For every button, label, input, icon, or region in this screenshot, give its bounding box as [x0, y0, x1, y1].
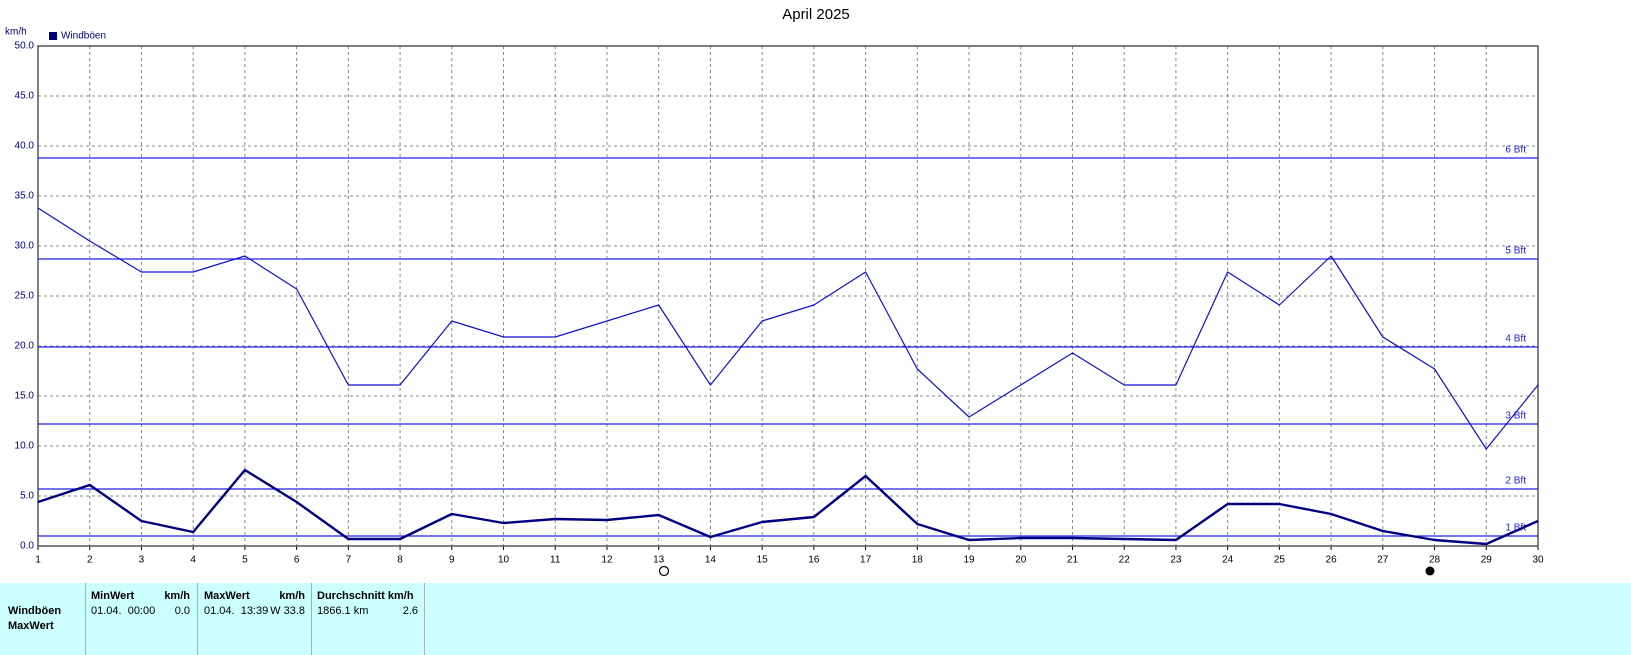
new-moon-icon [1425, 566, 1435, 576]
column-divider [311, 583, 312, 655]
x-tick-label: 30 [1532, 555, 1544, 566]
x-tick-label: 7 [346, 555, 352, 566]
x-tick-label: 3 [139, 555, 145, 566]
beaufort-label: 1 Bft [1505, 523, 1526, 534]
table-cell: 0.0 [174, 605, 190, 617]
legend-swatch [49, 32, 57, 40]
header-cell: km/h [279, 590, 305, 602]
y-tick-label: 30.0 [15, 241, 35, 252]
table-cell: 1866.1 km [317, 605, 369, 617]
summary-table: MinWert km/h MaxWert km/h Durchschnitt k… [0, 583, 1631, 655]
x-tick-label: 14 [705, 555, 717, 566]
x-tick-label: 13 [653, 555, 665, 566]
x-tick-label: 9 [449, 555, 455, 566]
chart: April 2025 km/h 0.0 5.0 10.0 15.0 20.0 25.0 30… [5, 6, 1544, 577]
table-cell: 01.04. 13:39 [204, 605, 269, 617]
x-tick-label: 15 [757, 555, 769, 566]
series-line [37, 207, 1539, 450]
x-tick-label: 5 [242, 555, 248, 566]
beaufort-label: 3 Bft [1505, 411, 1526, 422]
x-tick-label: 25 [1274, 555, 1286, 566]
x-tick-label: 12 [601, 555, 613, 566]
x-tick-label: 20 [1015, 555, 1027, 566]
x-tick-label: 28 [1429, 555, 1441, 566]
row-label: MaxWert [8, 620, 54, 632]
chart-title: April 2025 [782, 6, 850, 23]
y-tick-label: 15.0 [15, 391, 35, 402]
row-label: Windböen [8, 605, 62, 617]
header-cell: MinWert [91, 590, 135, 602]
table-cell: 2.6 [402, 605, 418, 617]
x-tick-label: 27 [1377, 555, 1389, 566]
x-tick-label: 11 [550, 555, 561, 566]
x-tick-label: 1 [35, 555, 41, 566]
plot-border [37, 45, 1539, 547]
table-cell: W 33.8 [270, 605, 305, 617]
header-cell: MaxWert [204, 590, 250, 602]
column-divider [85, 583, 86, 655]
table-cell: 01.04. 00:00 [91, 605, 156, 617]
x-tick-label: 24 [1222, 555, 1234, 566]
x-tick-label: 29 [1481, 555, 1493, 566]
x-tick-label: 2 [87, 555, 93, 566]
x-tick-label: 10 [498, 555, 510, 566]
beaufort-label: 2 Bft [1505, 476, 1526, 487]
beaufort-label: 4 Bft [1505, 334, 1526, 345]
y-tick-label: 20.0 [15, 341, 35, 352]
x-tick-label: 19 [963, 555, 975, 566]
x-tick-label: 6 [294, 555, 300, 566]
y-tick-label: 50.0 [15, 41, 35, 52]
x-tick-label: 22 [1119, 555, 1131, 566]
x-tick-label: 18 [912, 555, 924, 566]
beaufort-label: 5 Bft [1505, 246, 1526, 257]
beaufort-label: 6 Bft [1505, 145, 1526, 156]
x-tick-label: 21 [1067, 555, 1079, 566]
y-tick-label: 25.0 [15, 291, 35, 302]
full-moon-icon [658, 565, 670, 577]
column-divider [197, 583, 198, 655]
y-tick-label: 45.0 [15, 91, 35, 102]
column-divider [424, 583, 425, 655]
y-axis-unit: km/h [5, 27, 27, 38]
header-cell: km/h [164, 590, 190, 602]
header-cell: Durchschnitt km/h [317, 590, 414, 602]
series-line [37, 468, 1539, 546]
x-tick-label: 23 [1170, 555, 1182, 566]
x-tick-label: 4 [190, 555, 196, 566]
y-tick-label: 35.0 [15, 191, 35, 202]
legend-label: Windböen [61, 31, 106, 42]
x-tick-label: 8 [397, 555, 403, 566]
y-tick-label: 5.0 [20, 491, 34, 502]
y-tick-label: 10.0 [15, 441, 35, 452]
y-tick-label: 0.0 [20, 541, 34, 552]
x-tick-label: 17 [860, 555, 872, 566]
x-tick-label: 26 [1326, 555, 1338, 566]
y-tick-label: 40.0 [15, 141, 35, 152]
x-tick-label: 16 [808, 555, 820, 566]
